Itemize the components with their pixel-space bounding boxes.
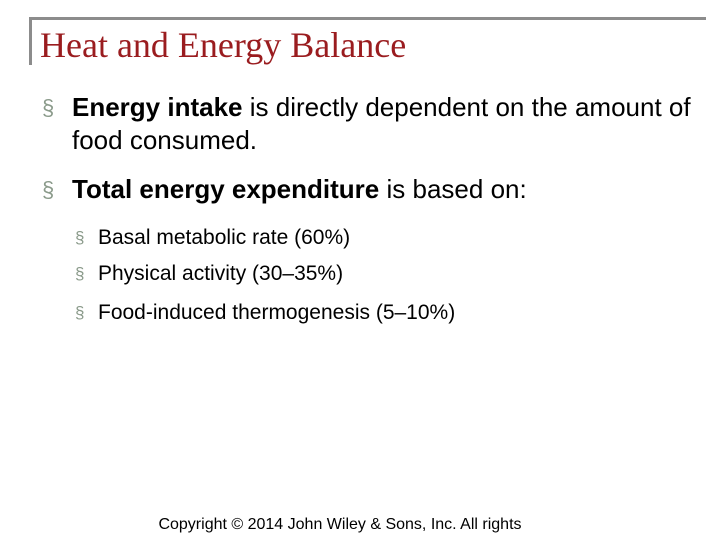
sub-bullet-text: Basal metabolic rate (60%): [98, 226, 351, 249]
slide-title: Heat and Energy Balance: [40, 25, 407, 65]
sub-bullet: § Food-induced thermogenesis (5–10%): [75, 300, 698, 326]
bullet-marker: §: [75, 264, 85, 283]
bullet-text: is directly dependent on the amount of f…: [72, 92, 691, 155]
bullet-text: is based on:: [386, 174, 527, 204]
frame-line: [29, 17, 32, 65]
bullet-bold: Energy intake: [72, 92, 243, 122]
sub-bullet: § Physical activity (30–35%): [75, 261, 698, 287]
bullet-marker: §: [42, 95, 55, 120]
bullet: § Total energy expenditure is based on:: [42, 173, 692, 206]
bullet-marker: §: [75, 303, 85, 322]
bullet: § Energy intake is directly dependent on …: [42, 91, 692, 157]
frame-line: [29, 17, 706, 20]
sub-bullet-text: Physical activity (30–35%): [98, 262, 344, 285]
bullet-marker: §: [42, 177, 55, 202]
footer: Copyright © 2014 John Wiley & Sons, Inc.…: [158, 516, 522, 533]
bullet-marker: §: [75, 228, 85, 247]
sub-bullet: § Basal metabolic rate (60%): [75, 225, 698, 251]
bullet-bold: Total energy expenditure: [72, 174, 380, 204]
sub-bullet-text: Food-induced thermogenesis (5–10%): [98, 301, 456, 324]
